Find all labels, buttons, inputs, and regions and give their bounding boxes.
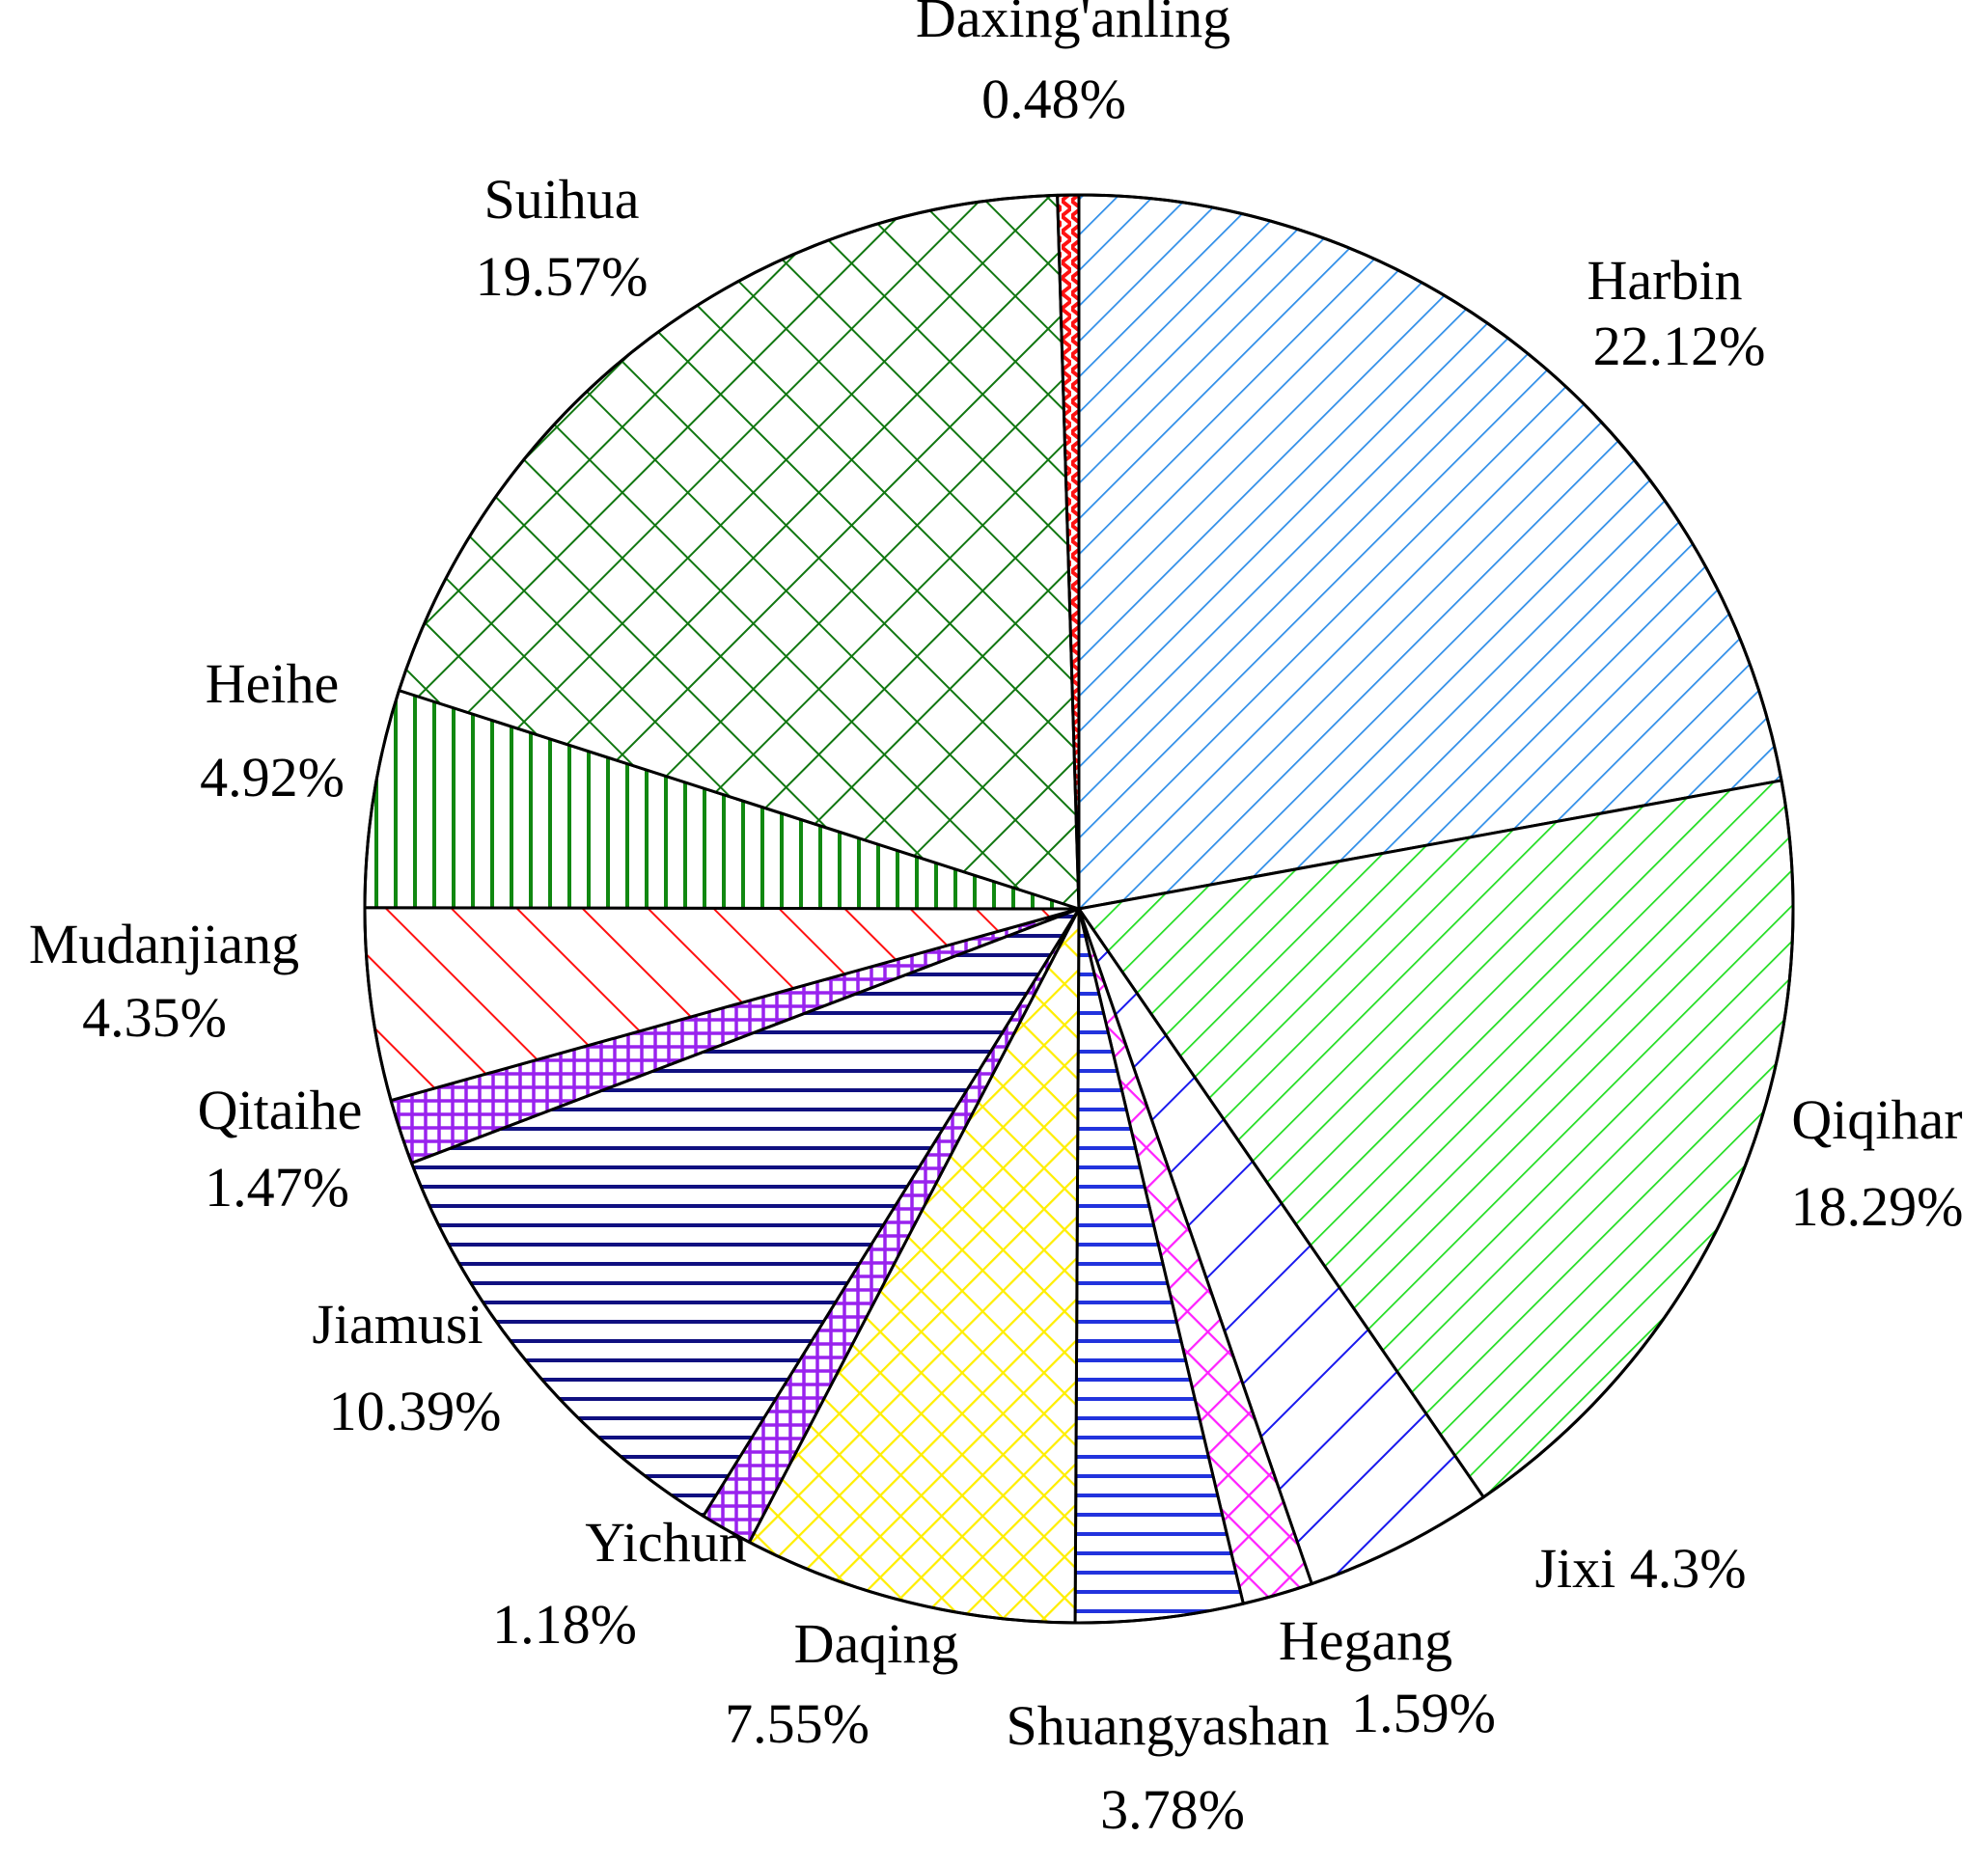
label-jiamusi-name: Jiamusi bbox=[312, 1293, 483, 1356]
label-suihua-name: Suihua bbox=[483, 168, 639, 231]
label-mudanjiang-name: Mudanjiang bbox=[29, 913, 299, 975]
label-shuangyashan-value: 3.78% bbox=[1100, 1778, 1245, 1841]
label-yichun-value: 1.18% bbox=[492, 1593, 637, 1656]
label-heihe-value: 4.92% bbox=[200, 746, 345, 809]
label-heihe-name: Heihe bbox=[206, 652, 340, 715]
label-yichun-name: Yichun bbox=[585, 1511, 747, 1574]
label-mudanjiang-value: 4.35% bbox=[82, 986, 227, 1049]
label-qiqihar-value: 18.29% bbox=[1791, 1175, 1964, 1238]
label-daxing-anling-name: Daxing'anling bbox=[916, 0, 1230, 49]
label-jixi: Jixi 4.3% bbox=[1534, 1537, 1746, 1600]
label-shuangyashan-name: Shuangyashan bbox=[1006, 1694, 1329, 1757]
label-harbin-name: Harbin bbox=[1587, 249, 1742, 312]
pie-slices bbox=[363, 193, 1795, 1625]
label-daxing-anling-value: 0.48% bbox=[981, 68, 1126, 130]
pie-outline bbox=[363, 193, 1795, 1625]
label-qitaihe-value: 1.47% bbox=[205, 1156, 349, 1219]
label-harbin-value: 22.12% bbox=[1593, 315, 1766, 377]
label-daqing-name: Daqing bbox=[794, 1612, 959, 1675]
label-qitaihe-name: Qitaihe bbox=[198, 1079, 363, 1141]
label-suihua-value: 19.57% bbox=[476, 245, 649, 308]
label-hegang-name: Hegang bbox=[1279, 1609, 1452, 1672]
label-hegang-value: 1.59% bbox=[1351, 1682, 1496, 1744]
label-jiamusi-value: 10.39% bbox=[329, 1380, 502, 1442]
label-daqing-value: 7.55% bbox=[725, 1692, 870, 1755]
label-qiqihar-name: Qiqihar bbox=[1791, 1088, 1962, 1151]
